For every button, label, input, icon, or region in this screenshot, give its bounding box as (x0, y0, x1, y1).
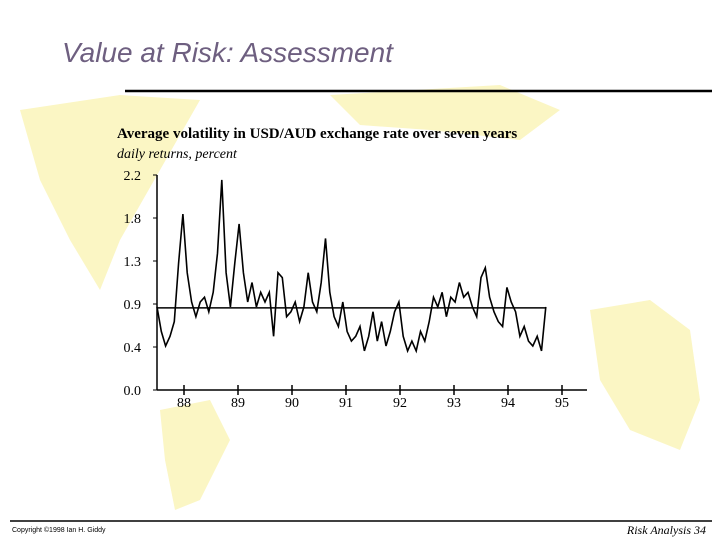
background-map (20, 85, 700, 510)
y-tick-label: 0.0 (124, 384, 142, 399)
x-tick-label: 90 (285, 396, 299, 411)
map-shape (160, 400, 230, 510)
x-tick-label: 93 (447, 396, 461, 411)
chart-subtitle: daily returns, percent (117, 147, 238, 162)
chart-title: Average volatility in USD/AUD exchange r… (117, 126, 517, 142)
map-shape (330, 85, 560, 140)
x-tick-label: 94 (501, 396, 515, 411)
map-shape (590, 300, 700, 450)
x-tick-label: 95 (555, 396, 569, 411)
x-tick-label: 88 (177, 396, 191, 411)
copyright: Copyright ©1998 Ian H. Giddy (12, 526, 106, 534)
y-tick-label: 1.3 (124, 255, 142, 270)
x-tick-label: 92 (393, 396, 407, 411)
slide-title: Value at Risk: Assessment (62, 37, 394, 68)
y-tick-label: 2.2 (124, 169, 142, 184)
series-line (156, 179, 547, 354)
slide-number: Risk Analysis 34 (626, 523, 706, 537)
y-tick-label: 1.8 (124, 212, 142, 227)
y-tick-label: 0.4 (124, 341, 142, 356)
map-shape (20, 95, 200, 290)
x-tick-label: 91 (339, 396, 353, 411)
x-tick-label: 89 (231, 396, 245, 411)
y-tick-label: 0.9 (124, 298, 142, 313)
